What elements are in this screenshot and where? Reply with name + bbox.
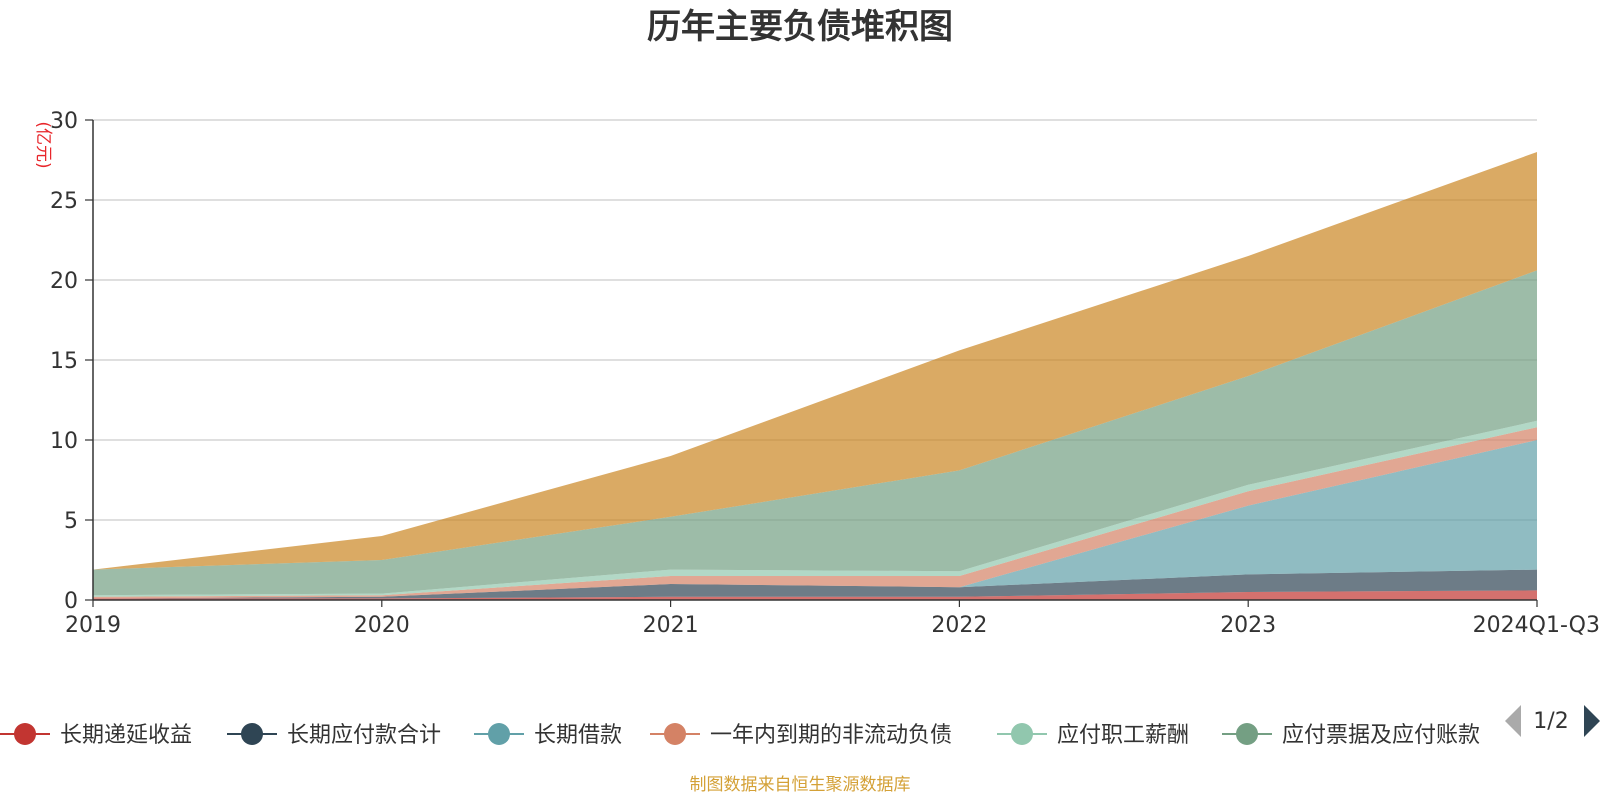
- legend-label: 长期借款: [534, 723, 622, 748]
- y-tick-label: 15: [50, 349, 78, 374]
- area-series-1: [93, 569, 1537, 599]
- x-tick-labels: 2019 2020 2021 2022 2023 2024Q1-Q3: [65, 613, 1600, 638]
- area-series-5: [93, 270, 1537, 596]
- legend-circle-marker: [664, 723, 686, 745]
- legend-circle-marker: [488, 723, 510, 745]
- x-tick-label: 2023: [1220, 613, 1276, 638]
- x-tick-label: 2019: [65, 613, 121, 638]
- legend-item[interactable]: 长期应付款合计: [227, 723, 441, 748]
- legend-item[interactable]: 一年内到期的非流动负债: [650, 723, 952, 748]
- x-tick-label: 2021: [643, 613, 699, 638]
- data-source-note: 制图数据来自恒生聚源数据库: [690, 775, 911, 795]
- legend-next-page-icon[interactable]: [1584, 705, 1600, 737]
- y-tick-labels: 0 5 10 15 20 25 30: [50, 109, 78, 614]
- x-tick-label: 2024Q1-Q3: [1473, 613, 1600, 638]
- y-tick-label: 30: [50, 109, 78, 134]
- legend-item[interactable]: 应付职工薪酬: [997, 723, 1189, 748]
- legend: 长期递延收益 长期应付款合计 长期借款 一年内到期的非流动负债 应付职工薪酬 应付票据及应…: [0, 723, 1480, 748]
- legend-label: 一年内到期的非流动负债: [710, 723, 952, 748]
- x-tick-label: 2020: [354, 613, 410, 638]
- legend-item[interactable]: 长期递延收益: [0, 723, 192, 748]
- y-tick-label: 20: [50, 269, 78, 294]
- area-series-2: [93, 440, 1537, 599]
- legend-pager: 1/2: [1505, 705, 1600, 737]
- legend-page-indicator: 1/2: [1533, 709, 1568, 734]
- y-tick-label: 0: [64, 589, 78, 614]
- y-axis-unit: (亿元): [33, 121, 53, 168]
- legend-circle-marker: [241, 723, 263, 745]
- legend-label: 长期递延收益: [60, 723, 192, 748]
- legend-label: 应付职工薪酬: [1057, 723, 1189, 748]
- legend-item[interactable]: 应付票据及应付账款: [1222, 723, 1480, 748]
- area-series-6: [93, 152, 1537, 570]
- legend-label: 长期应付款合计: [287, 723, 441, 748]
- x-tick-label: 2022: [931, 613, 987, 638]
- legend-circle-marker: [1011, 723, 1033, 745]
- y-tick-label: 10: [50, 429, 78, 454]
- legend-prev-page-icon[interactable]: [1505, 705, 1521, 737]
- legend-circle-marker: [1236, 723, 1258, 745]
- axes: [85, 119, 1538, 607]
- legend-item[interactable]: 长期借款: [474, 723, 622, 748]
- chart-title: 历年主要负债堆积图: [647, 7, 953, 47]
- area-series-0: [93, 590, 1537, 600]
- area-series: [93, 152, 1537, 600]
- legend-label: 应付票据及应付账款: [1282, 723, 1480, 748]
- legend-circle-marker: [14, 723, 36, 745]
- y-tick-label: 5: [64, 509, 78, 534]
- y-tick-label: 25: [50, 189, 78, 214]
